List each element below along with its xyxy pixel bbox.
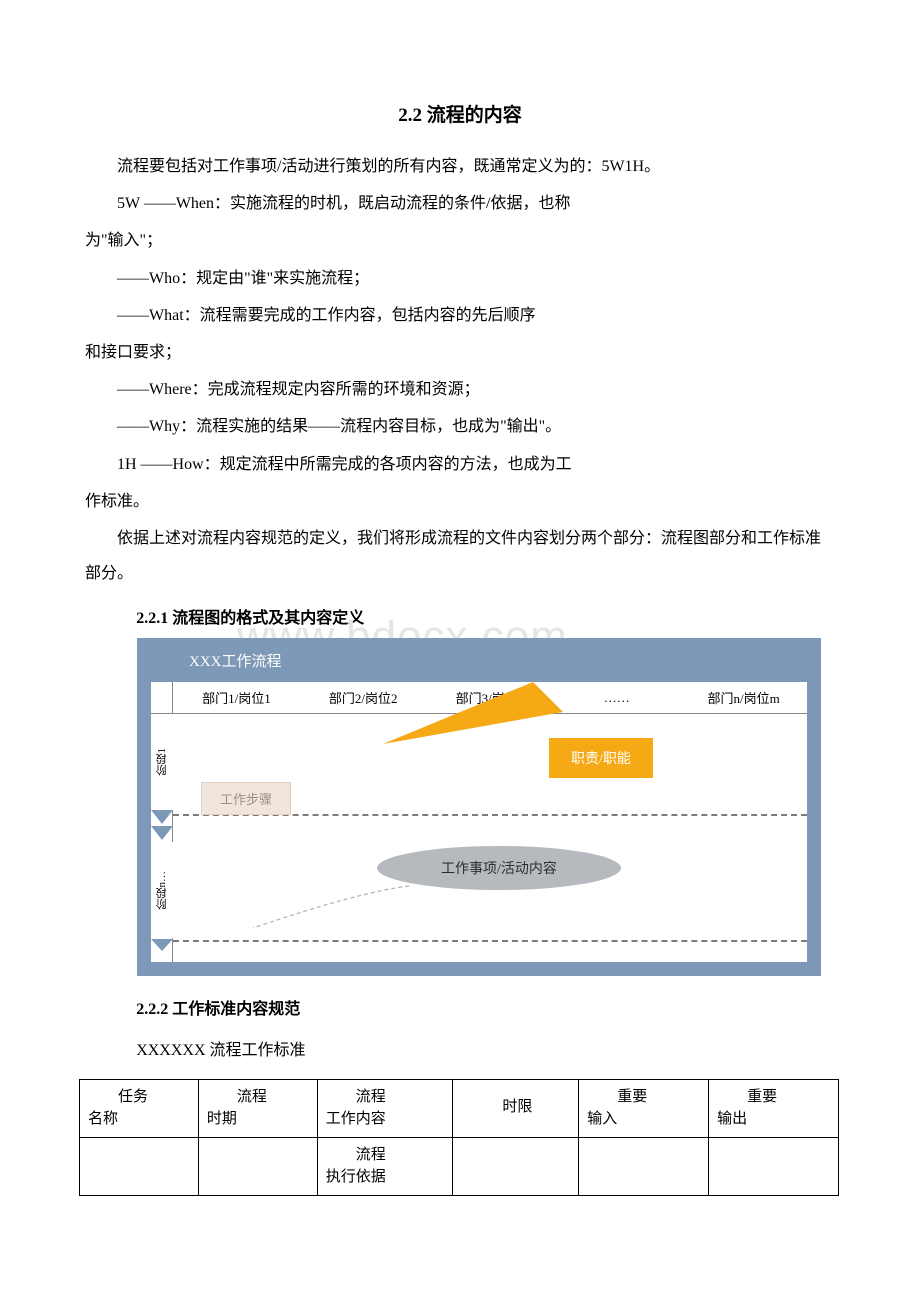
paragraph: 1H ——How：规定流程中所需完成的各项内容的方法，也成为工 (85, 447, 835, 482)
paragraph: XXXXXX 流程工作标准 (85, 1035, 835, 1067)
subsection-title: 2.2.2 工作标准内容规范 (85, 996, 835, 1025)
flowchart-title: XXX工作流程 (137, 638, 821, 682)
paragraph: 作标准。 (85, 484, 835, 519)
cell-text: 重要 (717, 1086, 834, 1109)
cell-text: 时限 (461, 1086, 575, 1119)
work-standard-table: 任务名称 流程时期 流程工作内容 时限 重要输入 重要输出 流程执行依据 (79, 1079, 839, 1196)
paragraph: 5W ——When：实施流程的时机，既启动流程的条件/依据，也称 (85, 186, 835, 221)
stage-label: 阶段n… (151, 842, 173, 938)
cell-text: 名称 (88, 1108, 194, 1131)
paragraph: 依据上述对流程内容规范的定义，我们将形成流程的文件内容划分两个部分：流程图部分和… (85, 521, 835, 591)
section-title: 2.2 流程的内容 (85, 100, 835, 127)
connector-line-icon (251, 882, 411, 932)
cell-text: 任务 (88, 1086, 194, 1109)
step-box: 工作步骤 (201, 782, 291, 815)
chevron-down-icon (151, 938, 173, 954)
cell-text: 时期 (207, 1108, 313, 1131)
stage-label: 阶段1 (151, 714, 173, 810)
cell-text: 工作内容 (326, 1108, 448, 1131)
flowchart-diagram: www.bdocx.com XXX工作流程 部门1/岗位1 部门2/岗位2 部门… (137, 638, 821, 976)
activity-ellipse: 工作事项/活动内容 (377, 846, 621, 890)
cell-text: 流程 (207, 1086, 313, 1109)
cell-text: 流程 (326, 1144, 448, 1167)
paragraph: ——Why：流程实施的结果——流程内容目标，也成为"输出"。 (85, 409, 835, 444)
paragraph: ——Where：完成流程规定内容所需的环境和资源； (85, 372, 835, 407)
paragraph: 和接口要求； (85, 335, 835, 370)
paragraph: 为"输入"； (85, 223, 835, 258)
paragraph: ——What：流程需要完成的工作内容，包括内容的先后顺序 (85, 298, 835, 333)
table-row: 任务名称 流程时期 流程工作内容 时限 重要输入 重要输出 (80, 1079, 839, 1137)
cell-text: 重要 (587, 1086, 704, 1109)
cell-text: 输出 (717, 1108, 834, 1131)
cell-text: 执行依据 (326, 1166, 448, 1189)
column-header: 部门n/岗位m (680, 682, 807, 713)
chevron-down-icon (151, 826, 173, 842)
paragraph: ——Who：规定由"谁"来实施流程； (85, 261, 835, 296)
chevron-down-icon (151, 810, 173, 826)
cell-text: 输入 (587, 1108, 704, 1131)
paragraph: 流程要包括对工作事项/活动进行策划的所有内容，既通常定义为的：5W1H。 (85, 149, 835, 184)
table-row: 流程执行依据 (80, 1137, 839, 1195)
column-header: 部门1/岗位1 (173, 682, 300, 713)
cell-text: 流程 (326, 1086, 448, 1109)
callout-box: 职责/职能 (549, 738, 653, 778)
